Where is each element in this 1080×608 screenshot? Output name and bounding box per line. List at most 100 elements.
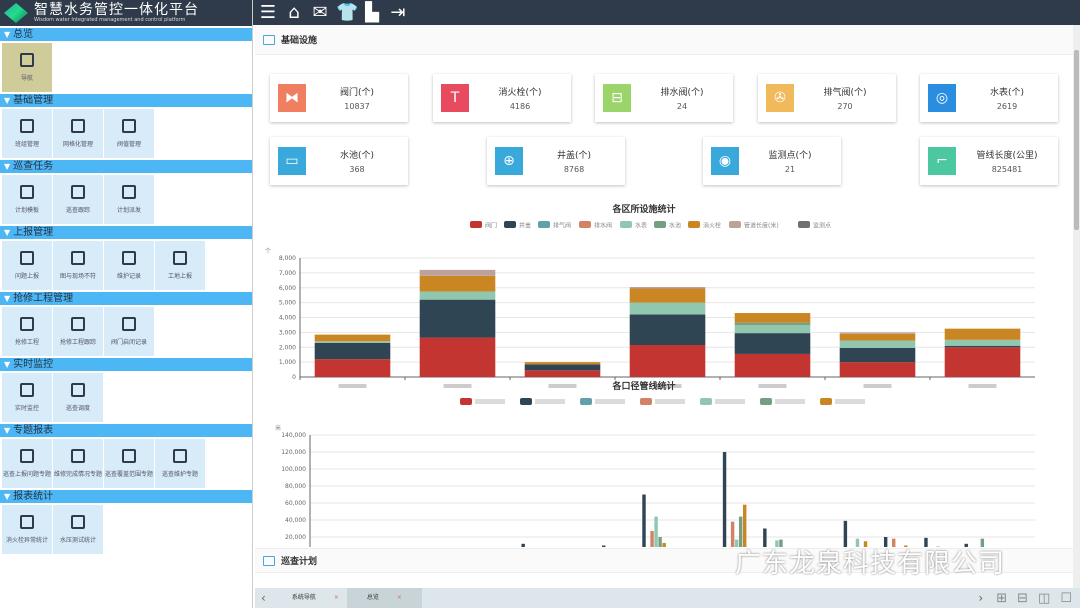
y-tick-label: 20,000 (285, 534, 306, 541)
y-tick-label: 6,000 (279, 285, 296, 292)
stat-value: 8768 (563, 165, 585, 174)
tab[interactable]: 总览 × (346, 588, 422, 608)
menu-icon[interactable]: ☰ (259, 1, 277, 23)
shirt-icon[interactable]: 👕 (336, 1, 359, 23)
home-icon[interactable]: ⌂ (288, 1, 300, 23)
sidebar-item[interactable]: 维护记录 (104, 241, 154, 290)
tab-scroll-right[interactable]: › (978, 591, 984, 605)
section-header-infrastructure: 基础设施 (255, 25, 1073, 55)
top-toolbar: ☰ ⌂ ✉ 👕 ▙ ⇥ (253, 0, 1080, 25)
stat-card[interactable]: ◉ 监测点(个) 21 (703, 137, 841, 185)
section-label: 报表统计 (13, 491, 54, 502)
legend-swatch (820, 398, 832, 405)
x-tick-label-blurred (653, 384, 682, 388)
stat-card[interactable]: ⊕ 井盖(个) 8768 (487, 137, 625, 185)
sidebar-item[interactable]: 问题上报 (2, 241, 52, 290)
vertical-scrollbar[interactable] (1073, 25, 1080, 588)
sidebar-item-label: 巡查维护专题 (161, 471, 198, 478)
horizontal-split-icon[interactable]: ⊟ (1017, 590, 1029, 606)
sidebar-item[interactable]: 维修完成情况专题 (53, 439, 103, 488)
bar-segment (629, 287, 706, 289)
sidebar-tiles: 巡查上报问题专题 维修完成情况专题 巡查覆盖范围专题 巡查维护专题 (0, 437, 252, 488)
bar-segment (524, 362, 601, 365)
scrollbar-thumb[interactable] (1074, 50, 1079, 230)
sidebar-tiles: 问题上报 图与现场不符 维护记录 工地上报 (0, 239, 252, 290)
tab-scroll-left[interactable]: ‹ (261, 591, 266, 605)
legend-swatch (520, 398, 532, 405)
sidebar-section-header[interactable]: ▼ 抢修工程管理 (0, 292, 252, 305)
mail-icon[interactable]: ✉ (312, 1, 328, 23)
stat-icon: ▭ (278, 147, 306, 175)
monitor-icon (263, 34, 275, 45)
chevron-down-icon: ▼ (4, 96, 11, 105)
single-layout-icon[interactable]: ☐ (1060, 590, 1072, 606)
sidebar-tiles: 消火栓异常统计 水压测试统计 (0, 503, 252, 554)
sidebar-item[interactable]: 实时监控 (2, 373, 52, 422)
grid-layout-icon[interactable]: ⊞ (996, 590, 1008, 606)
tab-label: 系统导航 (291, 594, 316, 601)
bar-segment (419, 275, 496, 292)
bar-segment (629, 314, 706, 346)
sidebar-item[interactable]: 班组管理 (2, 109, 52, 158)
stat-card[interactable]: ✇ 排气阀(个) 270 (758, 74, 896, 122)
y-tick-label: 120,000 (281, 449, 306, 456)
sidebar-item[interactable]: 巡查上报问题专题 (2, 439, 52, 488)
section-header-patrol-plan[interactable]: 巡查计划 (255, 548, 1073, 573)
stat-card[interactable]: ▭ 水池(个) 368 (270, 137, 408, 185)
stat-card[interactable]: ⊟ 排水阀(个) 24 (595, 74, 733, 122)
bar-segment (839, 333, 916, 341)
bar (843, 520, 848, 547)
sidebar-item[interactable]: 计划模板 (2, 175, 52, 224)
sidebar-item-label: 网格化管理 (62, 141, 93, 148)
sidebar-item[interactable]: 网格化管理 (53, 109, 103, 158)
stat-card[interactable]: ◎ 水表(个) 2619 (920, 74, 1058, 122)
legend-swatch (654, 221, 666, 228)
chevron-down-icon: ▼ (4, 228, 11, 237)
sidebar-section-header[interactable]: ▼ 基础管理 (0, 94, 252, 107)
sidebar-item[interactable]: 抢修工程跟踪 (53, 307, 103, 356)
sidebar-item[interactable]: 消火栓异常统计 (2, 505, 52, 554)
sidebar-item[interactable]: 巡查维护专题 (155, 439, 205, 488)
sidebar-item[interactable]: 巡查调度 (53, 373, 103, 422)
tab-bar: ‹ 系统导航 × 总览 × › ⊞ ⊟ ◫ ☐ (255, 588, 1080, 608)
section-title: 巡查计划 (281, 557, 318, 567)
sidebar-section-header[interactable]: ▼ 上报管理 (0, 226, 252, 239)
bar-segment (629, 345, 706, 377)
stat-card[interactable]: ⌐ 管线长度(公里) 825481 (920, 137, 1058, 185)
sidebar-item[interactable]: 水压测试统计 (53, 505, 103, 554)
bar (654, 516, 658, 547)
stat-card[interactable]: ⧓ 阀门(个) 10837 (270, 74, 408, 122)
y-tick-label: 8,000 (279, 255, 296, 262)
stat-card[interactable]: T 消火栓(个) 4186 (433, 74, 571, 122)
sidebar-item-label: 班组管理 (14, 141, 39, 148)
sidebar-item[interactable]: 工地上报 (155, 241, 205, 290)
y-tick-label: 60,000 (285, 500, 306, 507)
tab[interactable]: 系统导航 × (272, 588, 347, 608)
close-icon[interactable]: × (396, 594, 402, 601)
sidebar-item[interactable]: 图与现场不符 (53, 241, 103, 290)
logout-icon[interactable]: ⇥ (390, 1, 406, 23)
stat-value: 2619 (996, 102, 1018, 111)
sidebar-item[interactable]: 抢修工程 (2, 307, 52, 356)
close-icon[interactable]: × (333, 594, 339, 601)
sidebar-item[interactable]: 阀门启闭记录 (104, 307, 154, 356)
sidebar-section-header[interactable]: ▼ 巡查任务 (0, 160, 252, 173)
sidebar-item[interactable]: 巡查跟踪 (53, 175, 103, 224)
sidebar-section-header[interactable]: ▼ 报表统计 (0, 490, 252, 503)
sidebar-item-label: 计划派发 (116, 207, 141, 214)
bar-segment (629, 302, 706, 315)
sidebar-item[interactable]: 巡查覆盖范围专题 (104, 439, 154, 488)
sidebar-section-header[interactable]: ▼ 总览 (0, 28, 252, 41)
sidebar-item[interactable]: 计划派发 (104, 175, 154, 224)
bar (883, 537, 888, 547)
layout-icon[interactable]: ▙ (365, 1, 379, 23)
y-tick-label: 100,000 (281, 466, 306, 473)
sidebar-section-header[interactable]: ▼ 专题报表 (0, 424, 252, 437)
sidebar-item[interactable]: 阀值管理 (104, 109, 154, 158)
vertical-split-icon[interactable]: ◫ (1038, 590, 1051, 606)
bar (722, 452, 727, 547)
sidebar-section-header[interactable]: ▼ 实时监控 (0, 358, 252, 371)
legend-label-blurred (475, 399, 505, 404)
sidebar-item[interactable]: 导航 (2, 43, 52, 92)
app-title: 智慧水务管控一体化平台 (34, 2, 199, 18)
